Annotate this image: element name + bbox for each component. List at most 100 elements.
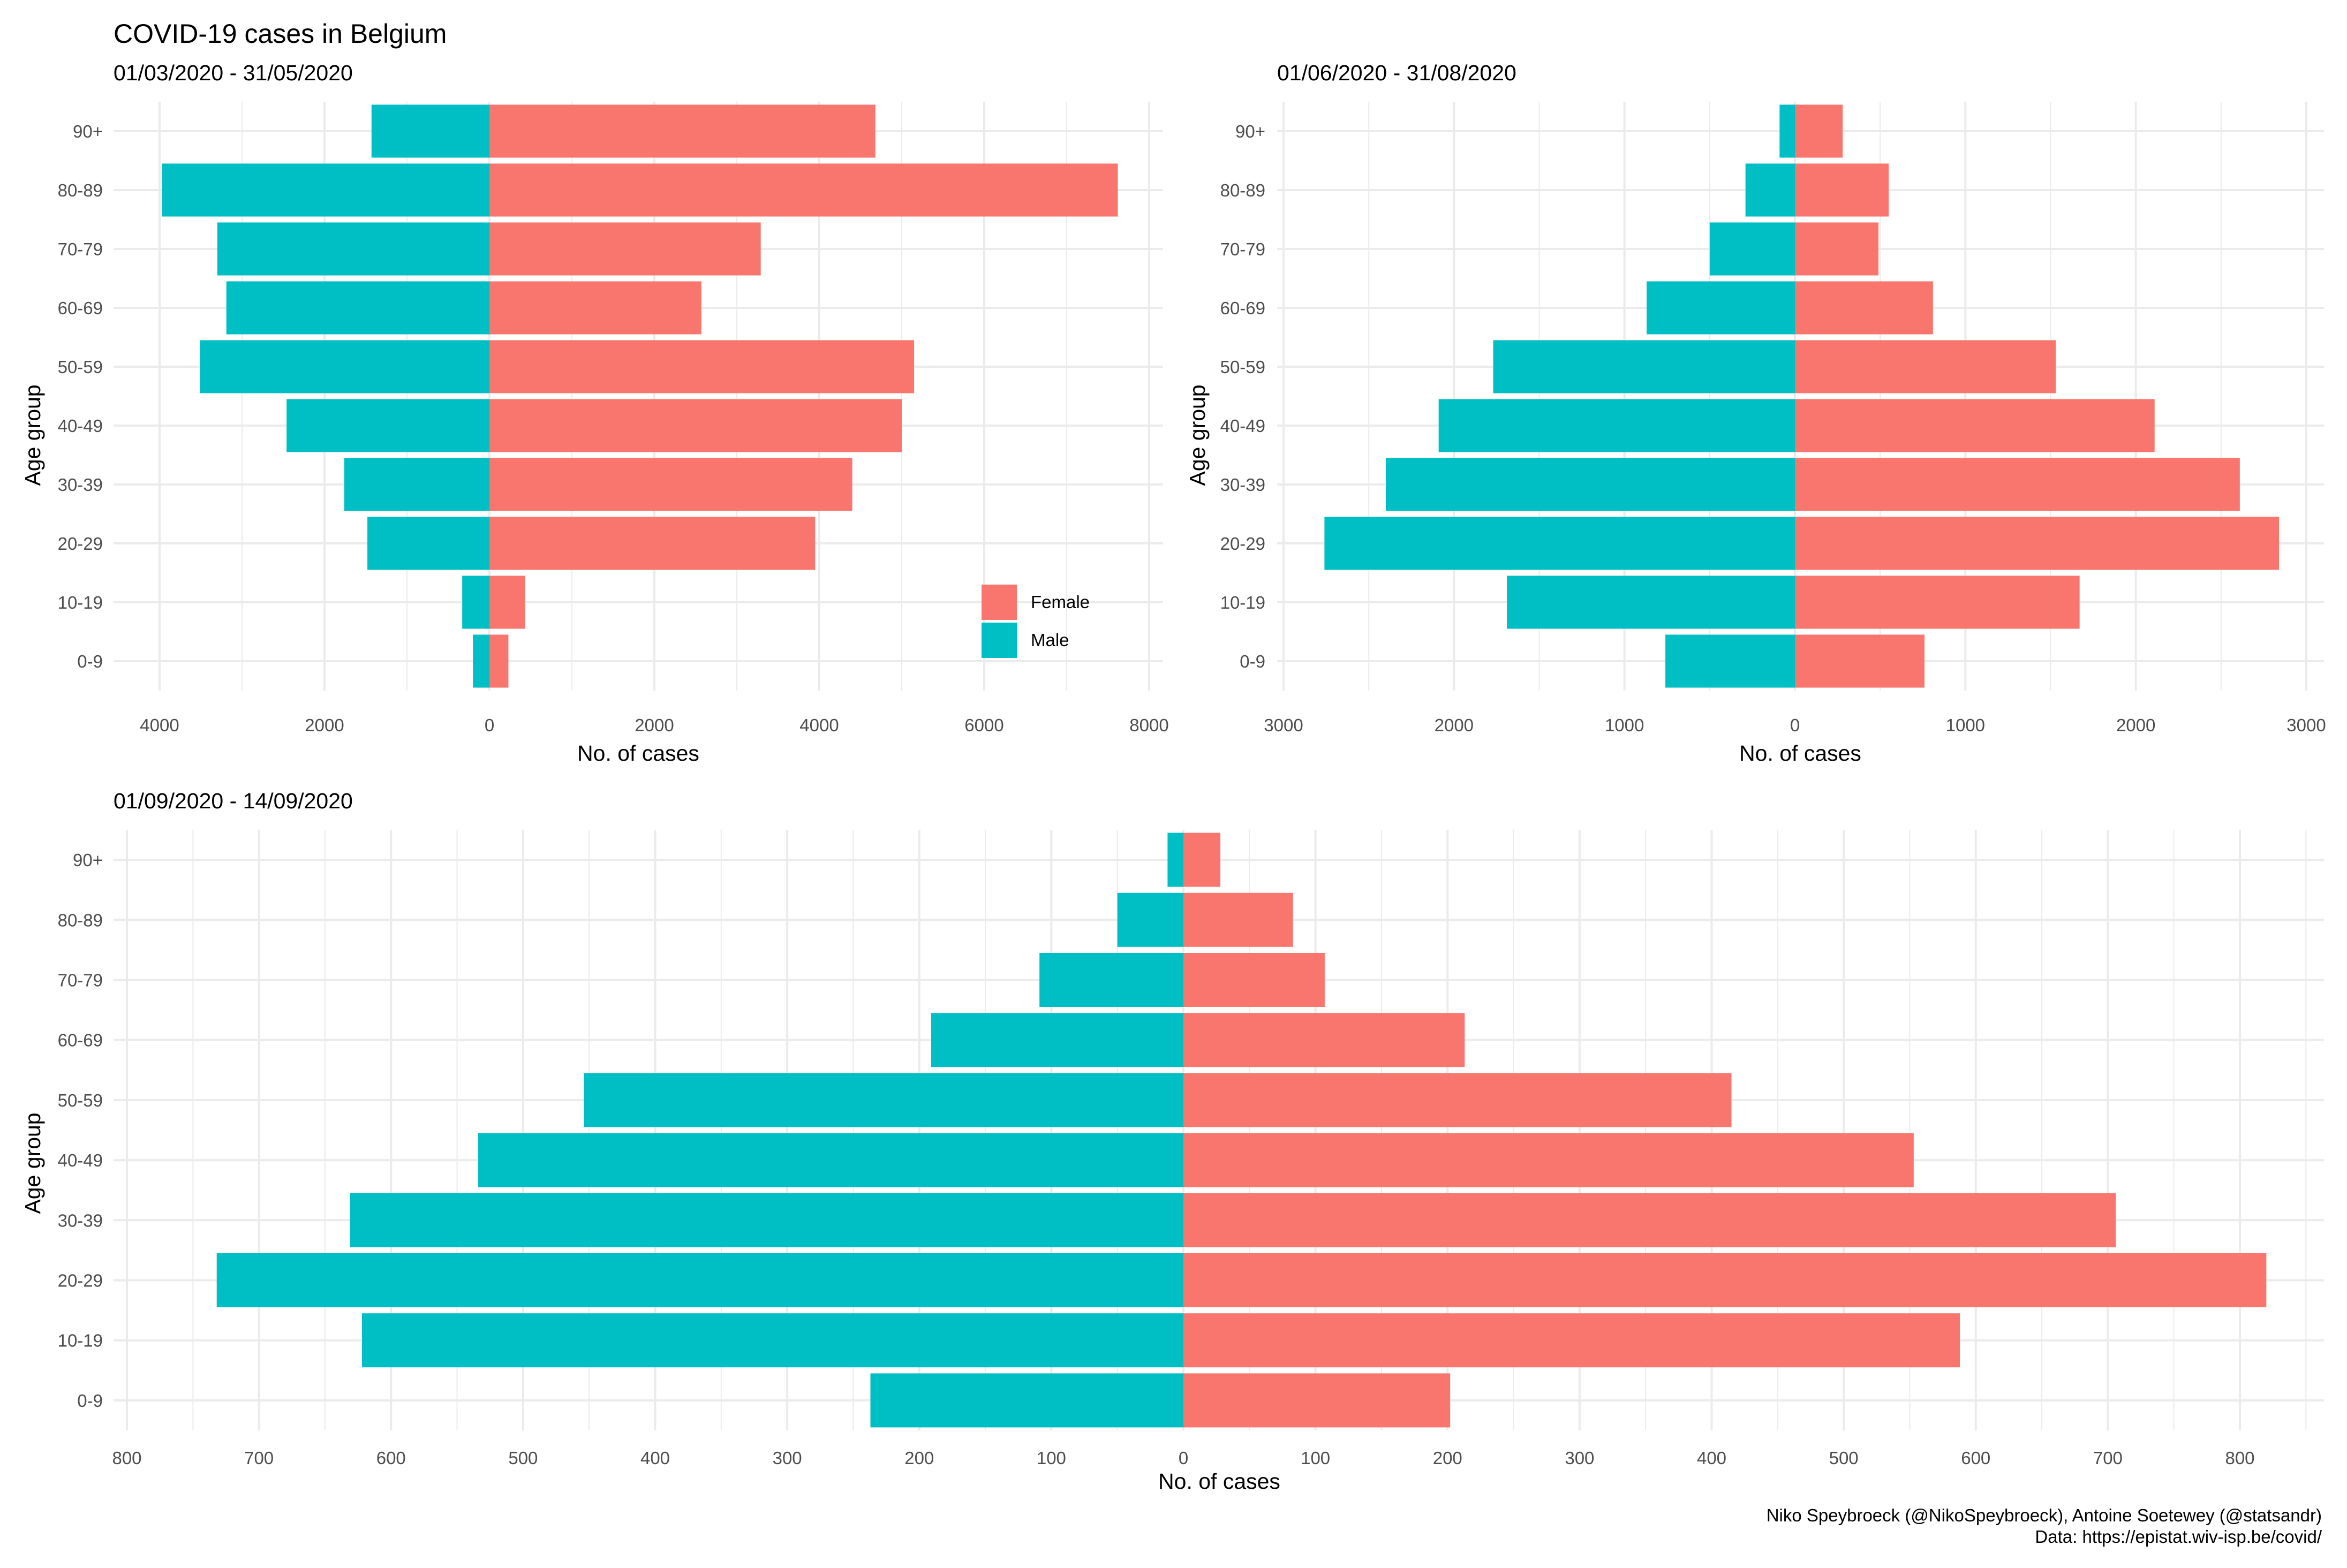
bar-male-0-9: [870, 1373, 1183, 1428]
x-tick-label: 100: [1301, 1448, 1330, 1468]
bar-male-30-39: [1386, 458, 1795, 511]
x-tick-label: 2000: [305, 715, 344, 735]
main-title: COVID-19 cases in Belgium: [114, 19, 447, 49]
bar-female-10-19: [1795, 575, 2080, 629]
y-tick-label: 20-29: [1220, 534, 1265, 554]
bar-female-70-79: [1795, 222, 1878, 276]
y-tick-labels: 0-9 10-19 20-29 30-39 40-49 50-59 60-69 70-79 80…: [1220, 122, 1265, 671]
y-tick-label: 50-59: [58, 357, 103, 377]
bar-female-0-9: [1183, 1373, 1451, 1428]
bar-female-60-69: [489, 281, 701, 335]
y-tick-label: 90+: [73, 850, 103, 870]
x-tick-label: 200: [904, 1448, 934, 1468]
bar-male-50-59: [584, 1073, 1183, 1127]
y-tick-label: 30-39: [1220, 475, 1265, 495]
bar-male-20-29: [1324, 517, 1795, 570]
x-tick-label: 3000: [1264, 715, 1303, 735]
bar-female-90+: [1183, 832, 1221, 887]
bar-female-20-29: [489, 517, 816, 570]
y-tick-label: 0-9: [77, 1391, 103, 1411]
bar-female-90+: [489, 104, 876, 158]
y-tick-label: 40-49: [58, 1150, 103, 1170]
bar-male-30-39: [350, 1193, 1183, 1247]
x-tick-label: 400: [640, 1448, 670, 1468]
bar-male-40-49: [286, 399, 489, 452]
x-tick-label: 600: [1961, 1448, 1990, 1468]
bar-female-50-59: [1183, 1073, 1732, 1127]
legend-key-male: [982, 623, 1017, 658]
bar-male-70-79: [1709, 222, 1795, 276]
bar-female-30-39: [1795, 458, 2240, 511]
x-tick-label: 4000: [799, 715, 839, 735]
bar-female-50-59: [1795, 340, 2056, 393]
bar-female-50-59: [489, 340, 915, 393]
bar-male-90+: [1779, 104, 1795, 158]
y-axis-title: Age group: [20, 1112, 45, 1214]
x-tick-label: 2000: [1435, 715, 1474, 735]
bar-female-20-29: [1183, 1253, 2267, 1307]
x-tick-label: 100: [1037, 1448, 1066, 1468]
bars: [216, 832, 2267, 1428]
y-axis-title: Age group: [20, 384, 45, 486]
legend-label-male: Male: [1031, 630, 1069, 650]
y-tick-label: 70-79: [58, 971, 103, 990]
bar-male-70-79: [217, 222, 489, 276]
x-tick-label: 6000: [964, 715, 1003, 735]
bar-female-20-29: [1795, 517, 2280, 570]
x-tick-label: 1000: [1946, 715, 1985, 735]
y-tick-label: 0-9: [77, 652, 103, 671]
x-tick-label: 3000: [2286, 715, 2326, 735]
bar-female-70-79: [489, 222, 761, 276]
x-tick-labels: 4000 2000 0 2000 4000 6000 8000: [140, 715, 1168, 735]
x-tick-label: 1000: [1605, 715, 1644, 735]
x-tick-labels: 3000 2000 1000 0 1000 2000 3000: [1264, 715, 2326, 735]
y-tick-label: 20-29: [58, 534, 103, 554]
x-tick-label: 600: [376, 1448, 406, 1468]
bar-male-20-29: [367, 517, 489, 570]
y-tick-label: 60-69: [1220, 298, 1265, 318]
x-tick-label: 300: [1565, 1448, 1594, 1468]
x-axis-title: No. of cases: [1739, 741, 1861, 766]
bar-male-80-89: [1745, 163, 1795, 217]
bar-female-40-49: [1795, 399, 2155, 452]
x-tick-label: 200: [1433, 1448, 1462, 1468]
bar-female-0-9: [489, 634, 509, 688]
x-tick-label: 800: [112, 1448, 141, 1468]
bar-male-30-39: [344, 458, 489, 511]
y-tick-label: 80-89: [1220, 180, 1265, 200]
y-tick-label: 30-39: [58, 475, 103, 495]
y-tick-label: 90+: [1235, 122, 1265, 141]
bar-female-30-39: [1183, 1193, 2116, 1247]
bar-female-40-49: [489, 399, 902, 452]
bar-male-60-69: [931, 1013, 1183, 1067]
bar-male-0-9: [1665, 634, 1795, 688]
bar-female-30-39: [489, 458, 852, 511]
y-tick-label: 0-9: [1240, 652, 1265, 671]
bar-male-80-89: [162, 163, 489, 217]
x-axis-title: No. of cases: [577, 741, 699, 766]
bar-female-10-19: [489, 575, 525, 629]
bar-male-90+: [1167, 832, 1183, 887]
y-tick-label: 70-79: [58, 239, 103, 259]
x-tick-label: 4000: [140, 715, 179, 735]
x-tick-label: 500: [508, 1448, 538, 1468]
x-tick-labels: 800 700 600 500 400 300 200 100 0 100 200 300 400 500…: [112, 1448, 2254, 1468]
x-tick-label: 700: [244, 1448, 274, 1468]
bar-male-80-89: [1117, 892, 1183, 947]
y-tick-label: 50-59: [58, 1090, 103, 1110]
bar-male-10-19: [361, 1313, 1184, 1368]
x-axis-title: No. of cases: [1158, 1469, 1280, 1494]
bar-female-60-69: [1183, 1013, 1465, 1067]
bar-male-70-79: [1039, 953, 1183, 1007]
bar-female-80-89: [1183, 892, 1293, 947]
bar-male-60-69: [226, 281, 489, 335]
bar-male-10-19: [462, 575, 489, 629]
bars: [1324, 104, 2280, 688]
bar-male-0-9: [473, 634, 489, 688]
bar-male-90+: [371, 104, 489, 158]
x-tick-label: 400: [1697, 1448, 1726, 1468]
y-tick-label: 20-29: [58, 1271, 103, 1291]
bar-male-20-29: [216, 1253, 1184, 1307]
x-tick-label: 0: [485, 715, 494, 735]
